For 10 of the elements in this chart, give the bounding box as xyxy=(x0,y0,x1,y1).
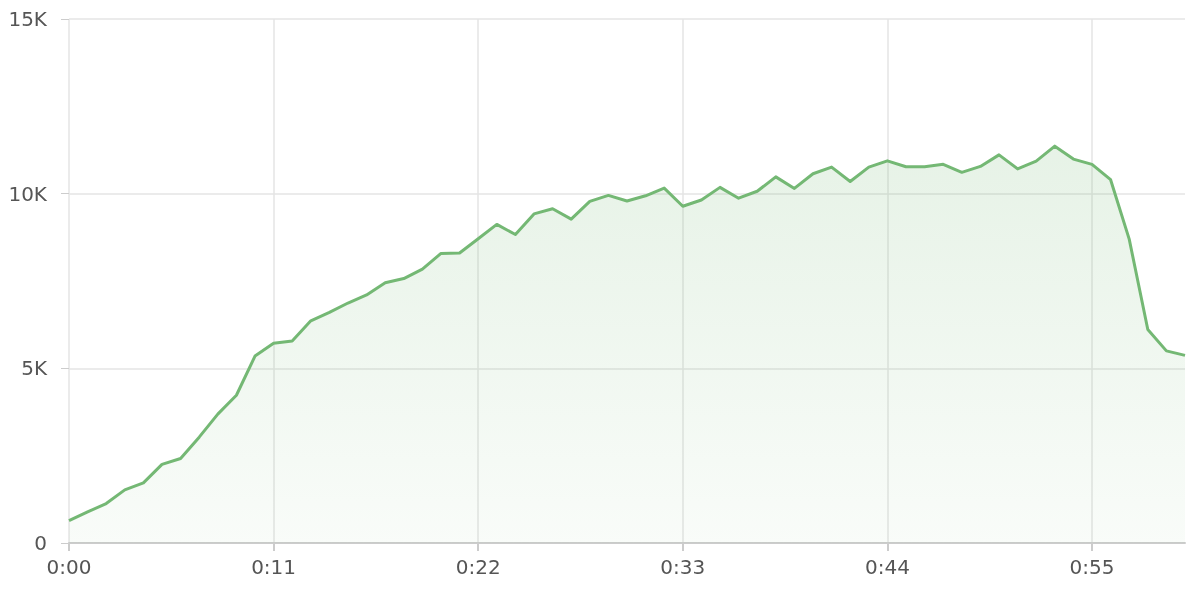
y-tick-label: 15K xyxy=(8,7,48,31)
x-tick-label: 0:11 xyxy=(251,555,297,579)
x-tick-label: 0:44 xyxy=(864,555,910,579)
y-tick-label: 0 xyxy=(34,531,47,555)
x-tick-label: 0:33 xyxy=(660,555,706,579)
x-tick-label: 0:00 xyxy=(46,555,92,579)
y-tick-label: 5K xyxy=(21,356,48,381)
x-tick-label: 0:22 xyxy=(455,555,501,579)
y-tick-label: 10K xyxy=(8,181,48,206)
x-tick-label: 0:55 xyxy=(1069,555,1115,579)
